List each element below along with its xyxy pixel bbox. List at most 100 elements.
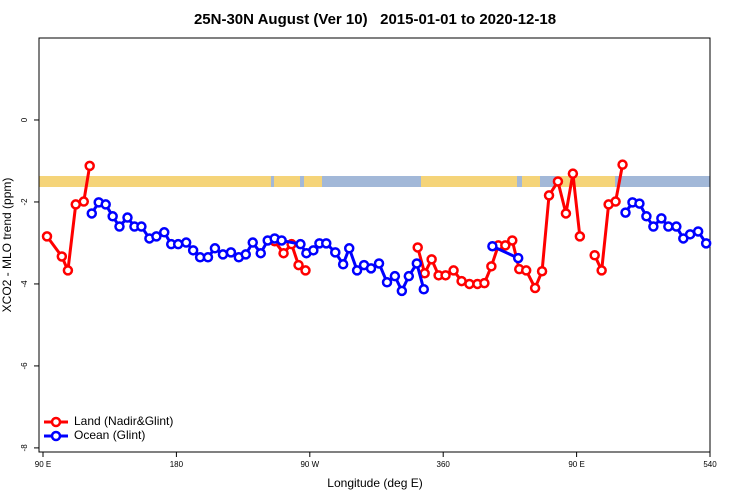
x-tick-label: 360 (437, 460, 451, 469)
data-point (337, 259, 349, 270)
data-point (486, 261, 497, 272)
data-point (293, 259, 304, 271)
data-point (512, 252, 524, 264)
data-point (411, 258, 423, 269)
data-point (536, 265, 548, 277)
data-point (440, 270, 451, 281)
data-point (122, 212, 133, 223)
data-point (343, 243, 355, 254)
data-point (610, 196, 621, 207)
data-point (86, 208, 98, 219)
data-point (617, 159, 628, 170)
data-point (225, 247, 237, 258)
data-point (641, 211, 652, 222)
data-point (700, 238, 712, 249)
data-point (278, 247, 289, 259)
ocean-strip (39, 176, 710, 187)
data-point (487, 240, 498, 252)
data-point (560, 208, 572, 219)
data-point (107, 211, 118, 222)
data-point (114, 221, 125, 232)
data-point (151, 231, 162, 242)
data-point (389, 270, 401, 282)
data-point (479, 277, 490, 289)
data-point (381, 277, 393, 288)
y-axis-label: XCO2 - MLO trend (ppm) (0, 178, 14, 313)
data-point (543, 190, 555, 201)
y-tick-label: 0 (20, 117, 29, 122)
data-point (507, 235, 518, 246)
data-point (56, 251, 68, 262)
data-point (180, 237, 192, 248)
data-point (634, 198, 645, 209)
legend-marker (50, 430, 62, 442)
legend-marker (50, 416, 62, 428)
data-point (330, 247, 341, 258)
data-point (373, 258, 385, 269)
data-point (78, 196, 90, 207)
data-point (276, 235, 287, 246)
data-point (351, 265, 363, 276)
data-point (158, 227, 170, 238)
data-point (247, 237, 258, 248)
x-tick-label: 90 E (35, 460, 51, 469)
land-strip (421, 176, 517, 187)
land-strip (39, 176, 271, 187)
land-mask-strip (39, 176, 710, 187)
y-tick-label: -2 (20, 198, 29, 206)
data-point (240, 249, 252, 260)
y-tick-label: -8 (20, 444, 29, 452)
data-point (136, 221, 147, 232)
data-point (365, 263, 377, 274)
data-point (419, 268, 430, 279)
data-point (500, 240, 511, 251)
data-point (403, 270, 415, 282)
data-point (418, 284, 430, 295)
land-strip (304, 176, 322, 187)
x-tick-label: 540 (703, 460, 717, 469)
data-point (648, 221, 659, 232)
data-point (671, 221, 682, 232)
data-point (172, 238, 184, 250)
data-point (308, 245, 319, 256)
data-point (574, 231, 586, 242)
data-point (321, 238, 332, 249)
data-point (520, 265, 532, 276)
data-point (202, 252, 214, 263)
y-tick-label: -4 (20, 280, 29, 288)
data-point (620, 207, 631, 218)
data-point (295, 238, 306, 250)
legend-label: Land (Nadir&Glint) (74, 414, 173, 428)
land-strip (522, 176, 540, 187)
data-point (426, 254, 437, 265)
data-point (41, 231, 53, 242)
legend-label: Ocean (Glint) (74, 428, 145, 442)
data-point (100, 199, 111, 210)
data-point (209, 243, 221, 254)
x-tick-label: 90 E (568, 460, 584, 469)
y-tick-label: -6 (20, 362, 29, 370)
data-point (552, 176, 564, 187)
data-point (567, 168, 579, 179)
data-point (529, 282, 541, 294)
data-point (300, 265, 311, 276)
data-point (217, 249, 229, 260)
data-point (412, 242, 423, 253)
x-tick-label: 180 (170, 460, 184, 469)
data-point (255, 247, 266, 259)
data-point (656, 213, 667, 224)
data-point (692, 226, 704, 237)
x-axis-label: Longitude (deg E) (327, 476, 422, 490)
chart-title: 25N-30N August (Ver 10) 2015-01-01 to 20… (194, 11, 556, 28)
data-point (396, 285, 408, 297)
data-point (62, 265, 74, 276)
x-tick-label: 90 W (300, 460, 319, 469)
data-point (596, 265, 607, 276)
land-strip (274, 176, 300, 187)
land-strip (556, 176, 615, 187)
data-point (448, 265, 459, 276)
data-point (84, 160, 95, 172)
data-point (187, 245, 199, 256)
